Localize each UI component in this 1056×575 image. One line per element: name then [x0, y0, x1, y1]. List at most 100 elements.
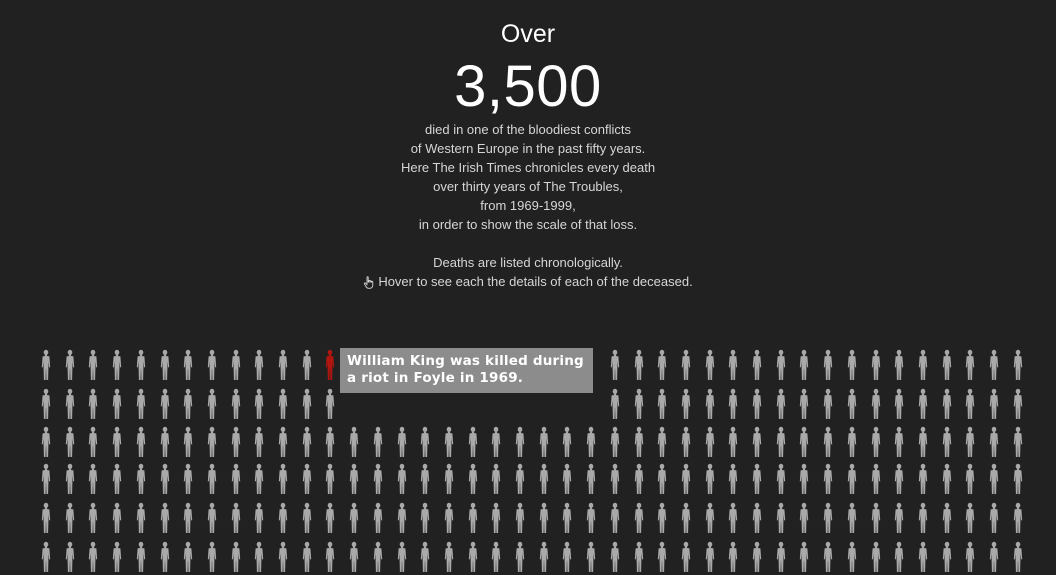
person-figure[interactable]	[87, 349, 99, 381]
person-figure[interactable]	[253, 502, 265, 534]
person-figure[interactable]	[348, 426, 360, 458]
person-figure[interactable]	[704, 349, 716, 381]
person-figure[interactable]	[727, 388, 739, 420]
person-figure[interactable]	[822, 388, 834, 420]
person-figure[interactable]	[775, 388, 787, 420]
person-figure[interactable]	[206, 388, 218, 420]
person-figure[interactable]	[751, 349, 763, 381]
person-figure[interactable]	[870, 502, 882, 534]
person-figure[interactable]	[159, 502, 171, 534]
person-figure[interactable]	[822, 349, 834, 381]
person-figure[interactable]	[111, 349, 123, 381]
person-figure[interactable]	[182, 463, 194, 495]
person-figure[interactable]	[941, 502, 953, 534]
person-figure[interactable]	[206, 426, 218, 458]
person-figure[interactable]	[941, 463, 953, 495]
person-figure[interactable]	[206, 349, 218, 381]
person-figure[interactable]	[277, 541, 289, 573]
person-figure[interactable]	[467, 502, 479, 534]
person-figure[interactable]	[135, 463, 147, 495]
person-figure[interactable]	[490, 541, 502, 573]
person-figure[interactable]	[372, 463, 384, 495]
person-figure[interactable]	[301, 388, 313, 420]
person-figure[interactable]	[514, 426, 526, 458]
person-figure[interactable]	[182, 349, 194, 381]
person-figure[interactable]	[277, 388, 289, 420]
person-figure[interactable]	[64, 426, 76, 458]
person-figure[interactable]	[893, 349, 905, 381]
person-figure[interactable]	[727, 426, 739, 458]
person-figure[interactable]	[964, 502, 976, 534]
person-figure[interactable]	[419, 541, 431, 573]
person-figure[interactable]	[964, 541, 976, 573]
person-figure[interactable]	[656, 426, 668, 458]
person-figure[interactable]	[680, 502, 692, 534]
person-figure[interactable]	[206, 541, 218, 573]
person-figure[interactable]	[704, 388, 716, 420]
person-figure[interactable]	[727, 541, 739, 573]
person-figure[interactable]	[964, 388, 976, 420]
person-figure[interactable]	[822, 502, 834, 534]
person-figure[interactable]	[893, 388, 905, 420]
person-figure[interactable]	[443, 502, 455, 534]
person-figure[interactable]	[277, 349, 289, 381]
person-figure[interactable]	[798, 541, 810, 573]
person-figure[interactable]	[538, 541, 550, 573]
person-figure[interactable]	[159, 541, 171, 573]
person-figure[interactable]	[1012, 388, 1024, 420]
person-figure[interactable]	[135, 349, 147, 381]
person-figure[interactable]	[348, 502, 360, 534]
person-figure[interactable]	[64, 541, 76, 573]
person-figure[interactable]	[1012, 541, 1024, 573]
person-figure[interactable]	[135, 388, 147, 420]
person-figure[interactable]	[372, 541, 384, 573]
person-figure[interactable]	[633, 502, 645, 534]
person-figure[interactable]	[253, 349, 265, 381]
person-figure[interactable]	[680, 463, 692, 495]
person-figure[interactable]	[182, 541, 194, 573]
person-figure[interactable]	[111, 502, 123, 534]
person-figure-highlighted[interactable]	[324, 349, 336, 381]
person-figure[interactable]	[490, 502, 502, 534]
person-figure[interactable]	[230, 426, 242, 458]
person-figure[interactable]	[87, 426, 99, 458]
person-figure[interactable]	[846, 541, 858, 573]
person-figure[interactable]	[64, 463, 76, 495]
person-figure[interactable]	[514, 502, 526, 534]
person-figure[interactable]	[870, 388, 882, 420]
person-figure[interactable]	[1012, 349, 1024, 381]
person-figure[interactable]	[301, 541, 313, 573]
person-figure[interactable]	[561, 426, 573, 458]
person-figure[interactable]	[348, 463, 360, 495]
person-figure[interactable]	[372, 502, 384, 534]
person-figure[interactable]	[443, 541, 455, 573]
person-figure[interactable]	[775, 541, 787, 573]
person-figure[interactable]	[988, 541, 1000, 573]
person-figure[interactable]	[704, 426, 716, 458]
person-figure[interactable]	[324, 463, 336, 495]
person-figure[interactable]	[917, 463, 929, 495]
person-figure[interactable]	[704, 502, 716, 534]
person-figure[interactable]	[656, 388, 668, 420]
person-figure[interactable]	[230, 349, 242, 381]
person-figure[interactable]	[277, 463, 289, 495]
person-figure[interactable]	[656, 463, 668, 495]
person-figure[interactable]	[490, 463, 502, 495]
person-figure[interactable]	[40, 463, 52, 495]
person-figure[interactable]	[277, 502, 289, 534]
person-figure[interactable]	[372, 426, 384, 458]
person-figure[interactable]	[775, 426, 787, 458]
person-figure[interactable]	[419, 426, 431, 458]
person-figure[interactable]	[964, 426, 976, 458]
person-figure[interactable]	[798, 426, 810, 458]
person-figure[interactable]	[40, 426, 52, 458]
person-figure[interactable]	[846, 388, 858, 420]
person-figure[interactable]	[253, 426, 265, 458]
person-figure[interactable]	[348, 541, 360, 573]
person-figure[interactable]	[680, 349, 692, 381]
person-figure[interactable]	[419, 502, 431, 534]
person-figure[interactable]	[253, 388, 265, 420]
person-figure[interactable]	[656, 349, 668, 381]
person-figure[interactable]	[609, 541, 621, 573]
person-figure[interactable]	[277, 426, 289, 458]
